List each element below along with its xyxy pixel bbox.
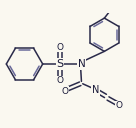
- Text: O: O: [62, 87, 69, 96]
- Text: O: O: [57, 76, 64, 85]
- Text: N: N: [92, 85, 99, 95]
- Text: O: O: [57, 43, 64, 52]
- Text: N: N: [78, 59, 85, 69]
- Text: S: S: [57, 59, 64, 69]
- Text: O: O: [116, 101, 123, 110]
